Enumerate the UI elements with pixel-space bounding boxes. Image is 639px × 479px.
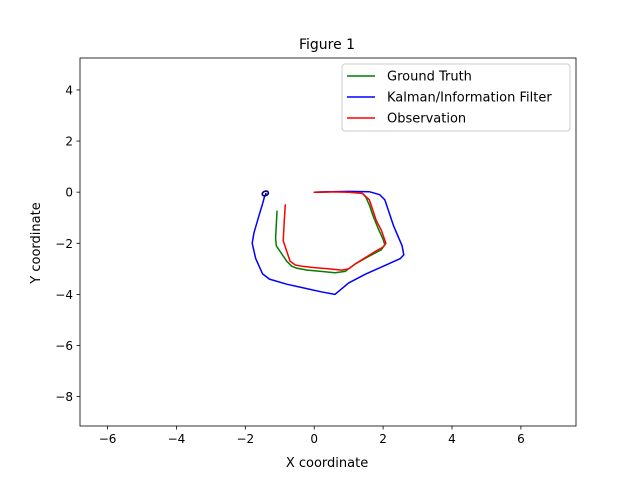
x-axis-label: X coordinate	[286, 456, 368, 471]
x-tick-label: −4	[168, 432, 186, 446]
x-tick-label: −2	[236, 432, 254, 446]
series-layer	[251, 190, 405, 296]
series-line-observation	[282, 191, 387, 271]
chart-title: Figure 1	[299, 37, 355, 53]
legend-label: Kalman/Information Filter	[387, 91, 552, 106]
legend-label: Observation	[387, 112, 466, 127]
y-tick-label: −4	[55, 288, 73, 302]
y-tick-label: 2	[65, 135, 73, 149]
axes-frame	[79, 57, 577, 427]
legend-label: Ground Truth	[387, 70, 472, 85]
x-tick-label: 6	[517, 432, 525, 446]
robot-position-marker	[261, 190, 270, 197]
legend: Ground Truth Kalman/Information Filter Obs…	[341, 63, 571, 132]
y-tick-label: −6	[55, 339, 73, 353]
series-line-ground-truth	[274, 190, 386, 274]
y-tick-label: 0	[65, 186, 73, 200]
plot-area	[251, 190, 405, 296]
axes: −6 −4 −2 0 2 4 6 −8 −6 −4 −2 0 2 4	[55, 57, 577, 446]
x-tick-label: 2	[379, 432, 387, 446]
y-tick-label: 4	[65, 83, 73, 97]
x-tick-label: −6	[99, 432, 117, 446]
series-line-kalman-information-filter	[251, 190, 405, 296]
x-tick-label: 4	[448, 432, 456, 446]
y-axis-label: Y coordinate	[29, 202, 44, 284]
y-tick-label: −8	[55, 390, 73, 404]
y-tick-label: −2	[55, 237, 73, 251]
legend-box	[341, 63, 571, 132]
x-tick-label: 0	[310, 432, 318, 446]
